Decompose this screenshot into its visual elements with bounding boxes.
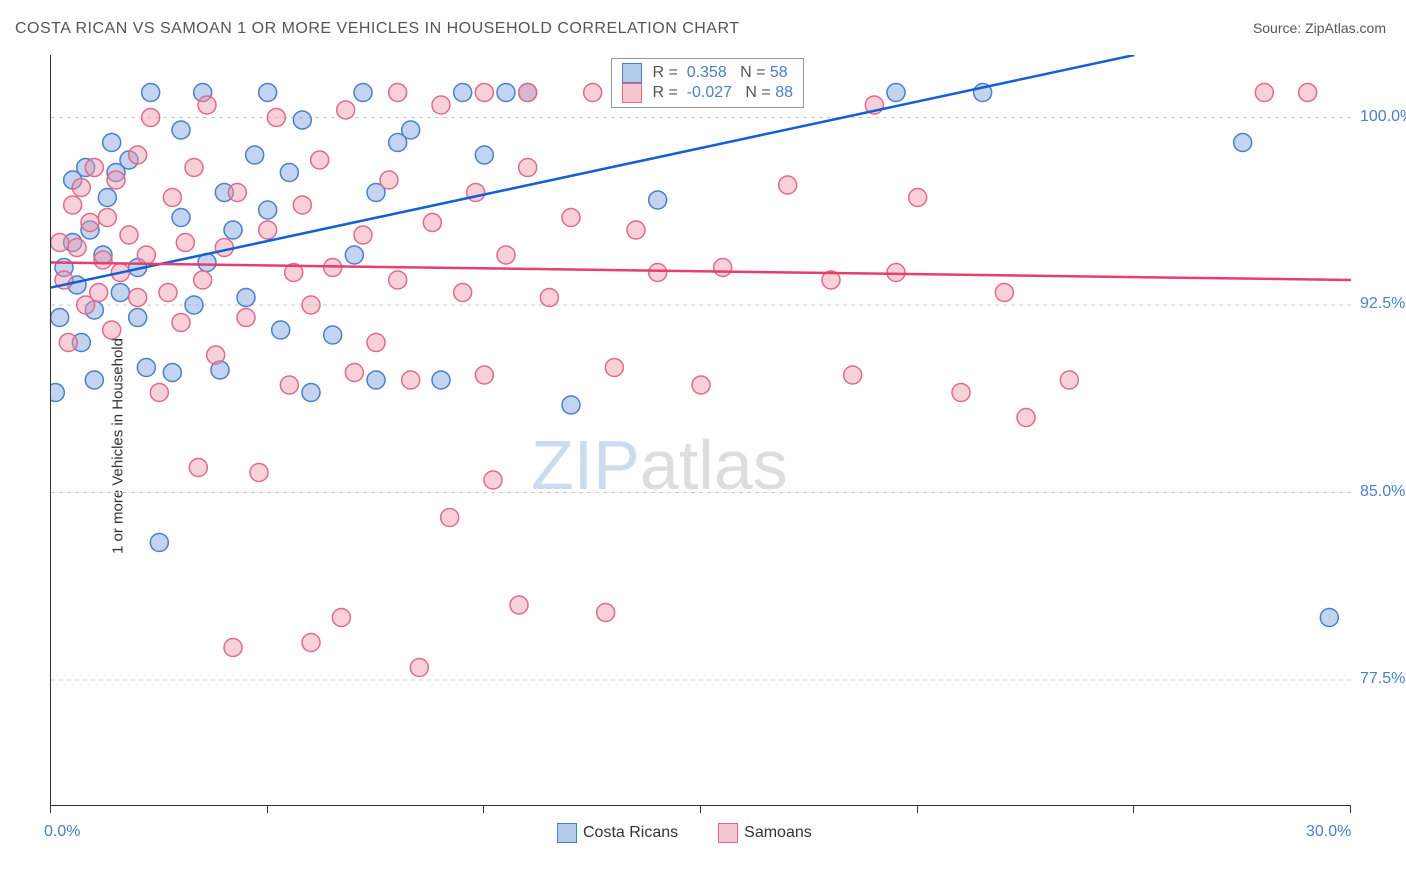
x-tick (50, 805, 51, 813)
x-tick-label: 30.0% (1306, 823, 1351, 841)
legend-label: Samoans (744, 824, 812, 841)
x-tick (1133, 805, 1134, 813)
legend-correlation-box: R = 0.358 N = 58 R = -0.027 N = 88 (611, 58, 804, 108)
correlation-chart: COSTA RICAN VS SAMOAN 1 OR MORE VEHICLES… (0, 0, 1406, 892)
legend-series: Costa Ricans Samoans (557, 823, 852, 843)
x-tick (267, 805, 268, 813)
legend-row: R = -0.027 N = 88 (622, 83, 793, 103)
y-tick-label: 92.5% (1360, 295, 1405, 313)
plot-area: ZIPatlas R = 0.358 N = 58 R = -0.027 N =… (50, 55, 1351, 806)
x-tick (1350, 805, 1351, 813)
x-tick (700, 805, 701, 813)
legend-label: Costa Ricans (583, 824, 678, 841)
y-tick-label: 85.0% (1360, 483, 1405, 501)
x-tick (917, 805, 918, 813)
plot-svg (51, 55, 1351, 805)
y-tick-label: 100.0% (1360, 108, 1406, 126)
legend-swatch (718, 823, 738, 843)
chart-title: COSTA RICAN VS SAMOAN 1 OR MORE VEHICLES… (15, 20, 740, 38)
source-label: Source: ZipAtlas.com (1253, 20, 1386, 36)
x-tick-label: 0.0% (44, 823, 80, 841)
x-tick (483, 805, 484, 813)
legend-swatch (557, 823, 577, 843)
y-tick-label: 77.5% (1360, 670, 1405, 688)
legend-row: R = 0.358 N = 58 (622, 63, 793, 83)
